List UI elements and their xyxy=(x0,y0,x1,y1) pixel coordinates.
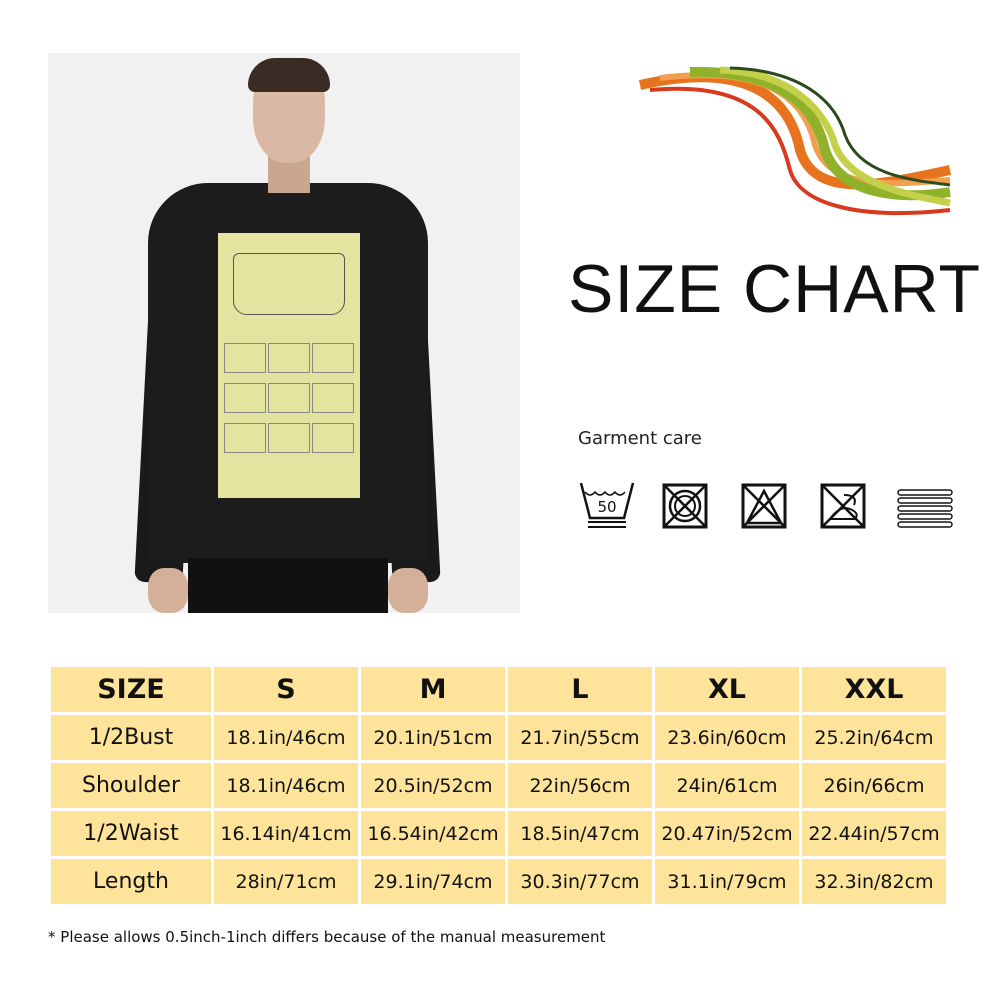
table-cell: 18.1in/46cm xyxy=(214,715,358,760)
header-cell: SIZE xyxy=(51,667,211,712)
table-row: 1/2Bust 18.1in/46cm 20.1in/51cm 21.7in/5… xyxy=(51,715,946,760)
shirt-print xyxy=(218,233,360,498)
table-cell: 22.44in/57cm xyxy=(802,811,946,856)
table-cell: 23.6in/60cm xyxy=(655,715,799,760)
do-not-iron-icon xyxy=(820,483,866,529)
left-hand xyxy=(148,568,188,613)
header-cell: XL xyxy=(655,667,799,712)
page-title: SIZE CHART xyxy=(568,251,982,327)
print-cell xyxy=(268,423,310,453)
pants xyxy=(188,558,388,613)
table-header-row: SIZE S M L XL XXL xyxy=(51,667,946,712)
table-cell: 28in/71cm xyxy=(214,859,358,904)
row-label: Shoulder xyxy=(51,763,211,808)
garment-care-label: Garment care xyxy=(578,428,702,449)
wash-50-icon: 50 xyxy=(579,482,635,528)
print-cell xyxy=(224,423,266,453)
table-cell: 18.5in/47cm xyxy=(508,811,652,856)
table-cell: 20.5in/52cm xyxy=(361,763,505,808)
table-cell: 16.14in/41cm xyxy=(214,811,358,856)
table-cell: 16.54in/42cm xyxy=(361,811,505,856)
table-cell: 20.47in/52cm xyxy=(655,811,799,856)
row-label: Length xyxy=(51,859,211,904)
table-cell: 32.3in/82cm xyxy=(802,859,946,904)
size-table: SIZE S M L XL XXL 1/2Bust 18.1in/46cm 20… xyxy=(48,664,949,907)
model-hair xyxy=(248,58,330,92)
header-cell: L xyxy=(508,667,652,712)
table-cell: 24in/61cm xyxy=(655,763,799,808)
print-cell xyxy=(224,343,266,373)
decorative-swoosh xyxy=(638,66,952,216)
table-cell: 18.1in/46cm xyxy=(214,763,358,808)
row-label: 1/2Waist xyxy=(51,811,211,856)
print-cell xyxy=(312,423,354,453)
flat-dry-icon xyxy=(897,489,953,528)
wash-temp: 50 xyxy=(597,498,616,516)
care-icons: 50 xyxy=(579,482,953,529)
print-cell xyxy=(224,383,266,413)
table-row: Length 28in/71cm 29.1in/74cm 30.3in/77cm… xyxy=(51,859,946,904)
row-label: 1/2Bust xyxy=(51,715,211,760)
measurement-note: * Please allows 0.5inch-1inch differs be… xyxy=(48,928,606,946)
table-cell: 30.3in/77cm xyxy=(508,859,652,904)
header-cell: XXL xyxy=(802,667,946,712)
table-cell: 29.1in/74cm xyxy=(361,859,505,904)
print-cell xyxy=(312,383,354,413)
table-cell: 26in/66cm xyxy=(802,763,946,808)
table-cell: 21.7in/55cm xyxy=(508,715,652,760)
table-cell: 31.1in/79cm xyxy=(655,859,799,904)
header-cell: S xyxy=(214,667,358,712)
right-hand xyxy=(388,568,428,613)
do-not-tumble-dry-icon xyxy=(662,483,708,529)
table-row: Shoulder 18.1in/46cm 20.5in/52cm 22in/56… xyxy=(51,763,946,808)
table-cell: 22in/56cm xyxy=(508,763,652,808)
table-row: 1/2Waist 16.14in/41cm 16.54in/42cm 18.5i… xyxy=(51,811,946,856)
table-cell: 20.1in/51cm xyxy=(361,715,505,760)
table-cell: 25.2in/64cm xyxy=(802,715,946,760)
print-cell xyxy=(268,383,310,413)
do-not-bleach-icon xyxy=(741,483,787,529)
print-cell xyxy=(268,343,310,373)
product-photo xyxy=(48,53,520,613)
car-drawing xyxy=(233,253,345,315)
print-cell xyxy=(312,343,354,373)
header-cell: M xyxy=(361,667,505,712)
